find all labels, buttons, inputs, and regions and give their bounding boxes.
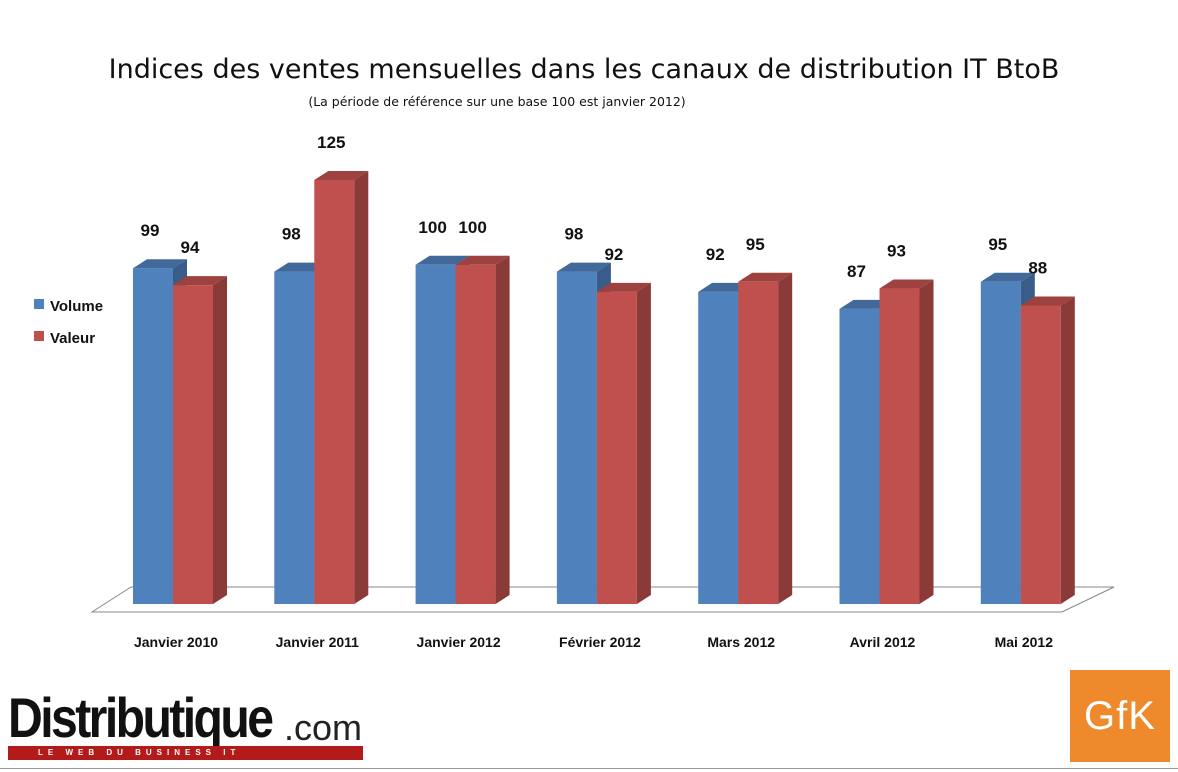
- data-label-volume-3: 98: [564, 225, 583, 244]
- data-label-valeur-1: 125: [317, 133, 345, 152]
- data-label-valeur-5: 93: [887, 242, 906, 261]
- bar-front-valeur-2: [455, 264, 496, 604]
- x-tick-label-1: Janvier 2011: [276, 634, 360, 650]
- bar-valeur-1: [314, 171, 369, 604]
- bar-side-valeur-0: [213, 276, 227, 604]
- bar-front-volume-4: [698, 291, 739, 604]
- data-label-valeur-0: 94: [181, 238, 200, 257]
- bar-top-volume-3: [556, 262, 611, 272]
- chart: Indices des ventes mensuelles dans les c…: [34, 54, 1115, 650]
- gfk-logo-text: GfK: [1084, 693, 1156, 738]
- data-labels-group: 99 94 98 125 100 100 98 92 92 95 87 93 95 88: [141, 133, 1048, 281]
- distributique-logo: Distributique .com LE WEB DU BUSINESS IT: [8, 688, 368, 768]
- data-label-volume-4: 92: [706, 245, 725, 264]
- bar-front-valeur-0: [173, 285, 213, 604]
- bar-top-valeur-6: [1020, 296, 1075, 306]
- bar-valeur-3: [596, 282, 651, 604]
- bar-side-valeur-4: [778, 272, 793, 604]
- distributique-logo-tagline: LE WEB DU BUSINESS IT: [8, 746, 363, 760]
- bar-side-valeur-3: [636, 282, 651, 604]
- bar-valeur-2: [455, 255, 510, 605]
- bar-side-valeur-6: [1060, 296, 1075, 604]
- data-label-volume-5: 87: [847, 262, 866, 281]
- distributique-logo-suffix: .com: [284, 707, 363, 748]
- gfk-logo: GfK: [1070, 670, 1170, 762]
- bar-front-valeur-5: [879, 288, 920, 604]
- bar-front-volume-3: [556, 271, 597, 604]
- legend-swatch-valeur: [34, 331, 44, 341]
- legend-label-valeur: Valeur: [50, 330, 95, 347]
- bar-front-volume-6: [980, 281, 1021, 604]
- bar-valeur-0: [173, 276, 227, 604]
- bar-top-valeur-5: [879, 279, 934, 289]
- data-label-valeur-6: 88: [1028, 259, 1047, 278]
- legend-swatch-volume: [34, 299, 44, 309]
- legend: Volume Valeur: [34, 298, 103, 347]
- x-tick-label-5: Avril 2012: [850, 634, 916, 650]
- data-label-valeur-3: 92: [604, 245, 623, 264]
- bar-front-valeur-3: [596, 291, 637, 604]
- data-label-volume-0: 99: [141, 221, 160, 240]
- bar-valeur-4: [738, 272, 793, 604]
- x-tick-label-6: Mai 2012: [995, 634, 1054, 650]
- bar-front-valeur-1: [314, 180, 355, 604]
- bar-top-volume-6: [980, 272, 1035, 282]
- bar-top-valeur-2: [455, 255, 510, 265]
- bar-top-valeur-3: [596, 282, 651, 292]
- x-axis-labels: Janvier 2010 Janvier 2011 Janvier 2012 Févr…: [134, 634, 1053, 650]
- bar-side-valeur-1: [354, 171, 369, 604]
- x-tick-label-0: Janvier 2010: [134, 634, 218, 650]
- bar-top-volume-0: [133, 259, 187, 269]
- x-tick-label-4: Mars 2012: [707, 634, 775, 650]
- data-label-volume-2: 100: [418, 218, 446, 237]
- legend-label-volume: Volume: [50, 298, 103, 315]
- bar-top-valeur-1: [314, 171, 369, 180]
- bar-front-volume-1: [274, 271, 315, 604]
- bottom-divider: [0, 768, 1178, 769]
- bar-front-valeur-4: [738, 281, 779, 604]
- data-label-valeur-2: 100: [458, 218, 486, 237]
- data-label-volume-1: 98: [282, 225, 301, 244]
- bar-valeur-6: [1020, 296, 1075, 604]
- bars-group: [133, 171, 1075, 605]
- data-label-volume-6: 95: [988, 235, 1007, 254]
- chart-subtitle: (La période de référence sur une base 10…: [308, 94, 685, 109]
- bar-top-valeur-0: [173, 276, 227, 286]
- bar-side-valeur-5: [919, 279, 934, 604]
- bar-front-volume-5: [839, 308, 880, 604]
- data-label-valeur-4: 95: [746, 235, 765, 254]
- chart-title: Indices des ventes mensuelles dans les c…: [109, 54, 1060, 85]
- distributique-logo-word: Distributique: [8, 686, 274, 749]
- x-tick-label-3: Février 2012: [559, 634, 641, 650]
- bar-valeur-5: [879, 279, 934, 604]
- bar-front-valeur-6: [1020, 305, 1061, 604]
- bar-top-valeur-4: [738, 272, 793, 282]
- bar-top-volume-2: [415, 255, 470, 265]
- bar-side-valeur-2: [495, 255, 510, 605]
- x-tick-label-2: Janvier 2012: [417, 634, 501, 650]
- bar-front-volume-2: [415, 264, 456, 604]
- bar-front-volume-0: [133, 268, 173, 604]
